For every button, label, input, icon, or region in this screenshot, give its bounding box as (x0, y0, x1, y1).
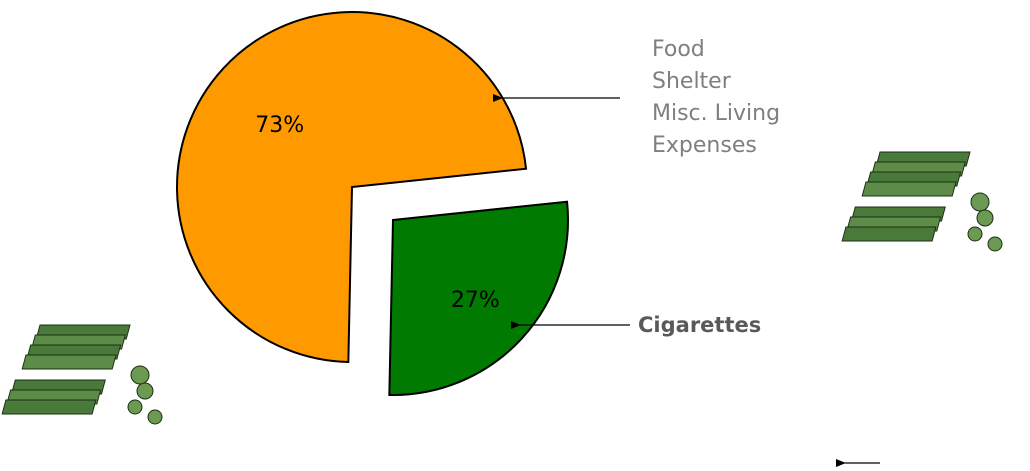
pie-slice (388, 200, 569, 396)
money-clipart (841, 151, 1003, 252)
data-label: 73% (255, 113, 304, 138)
annotation: Expenses (652, 133, 757, 158)
annotation: Shelter (652, 69, 732, 94)
annotation: Food (652, 37, 705, 62)
data-label: 27% (451, 288, 500, 313)
money-clipart (1, 324, 163, 425)
annotation: Misc. Living (652, 101, 780, 126)
pie-slice (176, 11, 528, 363)
annotation: Cigarettes (638, 313, 761, 337)
pie: 73% 27% (176, 11, 569, 396)
